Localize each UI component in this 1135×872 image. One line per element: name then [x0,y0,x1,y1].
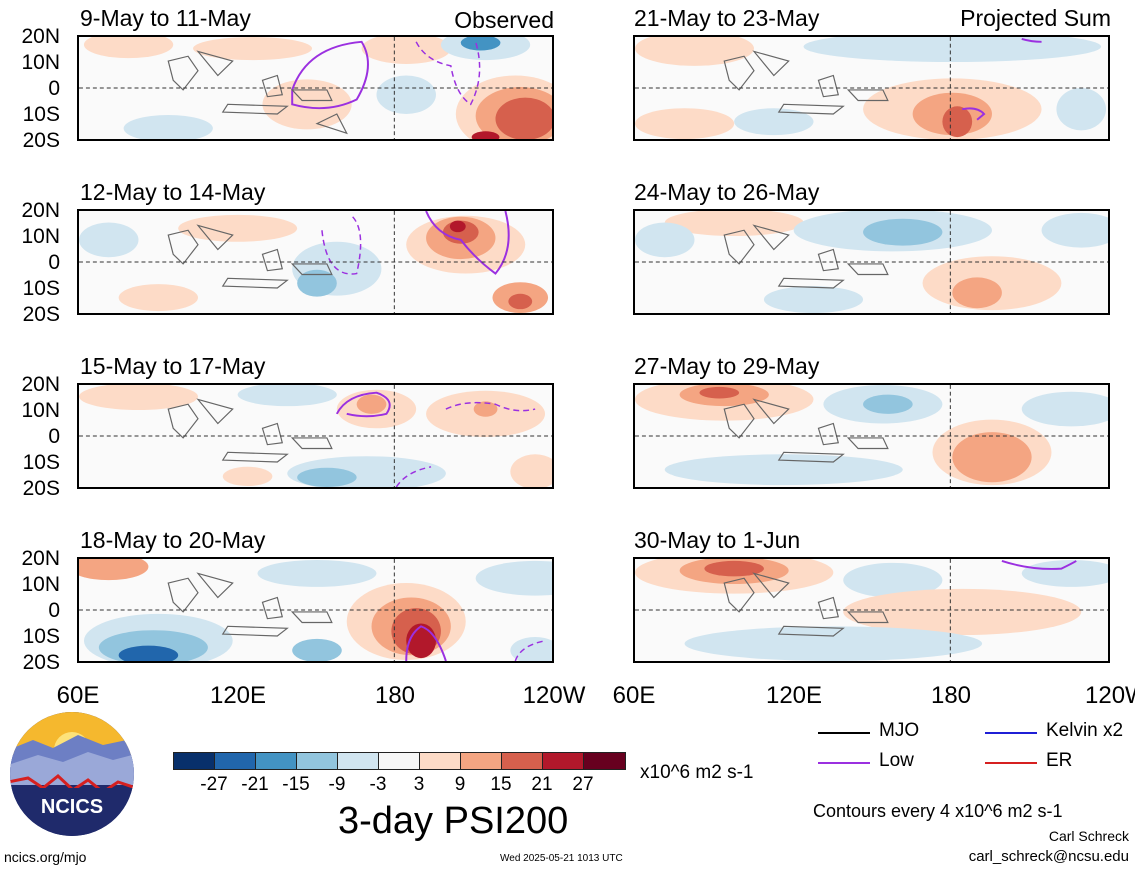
lon-label: 180 [930,682,972,709]
colorbar-cell [501,752,543,770]
map-panel-30-may [633,557,1110,663]
panel-title-3: 15-May to 17-May [80,353,266,379]
lat-label: 20N [21,547,60,570]
lon-label: 180 [374,682,416,709]
panel-title-1: 9-May to 11-May [80,5,251,31]
map-panel-15-may [77,383,554,489]
lat-label: 10N [21,573,60,596]
panel-corner-projected: Projected Sum [960,5,1111,31]
lat-label: 10S [22,277,60,300]
contour-note: Contours every 4 x10^6 m2 s-1 [813,801,1063,821]
lat-label: 20N [21,199,60,222]
colorbar-tick-label: 27 [572,774,594,795]
legend-label-kelvin: Kelvin x2 [1046,720,1124,741]
colorbar-tick-label: 15 [490,774,512,795]
colorbar-cell [542,752,584,770]
panel-corner-observed: Observed [454,7,554,33]
colorbar-cell [255,752,297,770]
map-panel-9-may [77,35,554,141]
colorbar-cell [296,752,338,770]
colorbar-cell [460,752,502,770]
legend-swatch-low [818,762,870,764]
lat-label: 10N [21,225,60,248]
colorbar-tick-label: -9 [328,774,346,795]
map-panel-12-may [77,209,554,315]
colorbar-cell [337,752,379,770]
author-email: carl_schreck@ncsu.edu [968,848,1129,865]
author-name: Carl Schreck [1048,828,1129,844]
lat-label: 0 [48,599,60,622]
lat-label: 20S [22,651,60,674]
lat-label: 10N [21,399,60,422]
timestamp: Wed 2025-05-21 1013 UTC [500,853,623,864]
lat-label: 20N [21,25,60,48]
lon-label: 120W [522,682,586,709]
lat-label: 10S [22,625,60,648]
lat-label: 10N [21,51,60,74]
lon-label: 120E [765,682,823,709]
map-panel-18-may [77,557,554,663]
colorbar-tick-label: 9 [454,774,466,795]
lon-label: 120W [1085,682,1135,709]
colorbar-tick-label: -3 [369,774,387,795]
lon-label: 60E [612,682,656,709]
colorbar-tick-label: 21 [531,774,553,795]
colorbar-cell [419,752,461,770]
colorbar-tick-label: -27 [200,774,228,795]
legend-label-low: Low [879,750,914,771]
lat-label: 0 [48,251,60,274]
legend-label-er: ER [1046,750,1073,771]
logo-text: NCICS [41,796,103,818]
website-url: ncics.org/mjo [4,849,87,865]
panel-title-4: 18-May to 20-May [80,527,266,553]
panel-title-2: 12-May to 14-May [80,179,266,205]
main-title: 3-day PSI200 [338,800,569,842]
lat-label: 10S [22,103,60,126]
colorbar-cell [583,752,626,770]
map-panel-24-may [633,209,1110,315]
colorbar [173,752,626,772]
ncics-logo: NCICS [8,710,136,838]
legend-swatch-er [985,762,1037,764]
colorbar-cell [214,752,256,770]
lat-label: 0 [48,77,60,100]
colorbar-tick-label: -21 [241,774,269,795]
lon-label: 60E [56,682,100,709]
lat-label: 0 [48,425,60,448]
legend-swatch-mjo [818,732,870,734]
colorbar-cell [378,752,420,770]
panel-title-6: 24-May to 26-May [634,179,820,205]
legend-label-mjo: MJO [879,720,920,741]
lon-label: 120E [209,682,267,709]
lat-label: 20S [22,303,60,326]
lat-label: 20S [22,477,60,500]
colorbar-cell [173,752,215,770]
colorbar-tick-label: 3 [413,774,425,795]
panel-title-5: 21-May to 23-May [634,5,820,31]
lat-label: 20S [22,129,60,152]
map-panel-21-may [633,35,1110,141]
map-panel-27-may [633,383,1110,489]
lat-label: 10S [22,451,60,474]
panel-title-7: 27-May to 29-May [634,353,820,379]
lat-label: 20N [21,373,60,396]
panel-title-8: 30-May to 1-Jun [634,527,801,553]
colorbar-units: x10^6 m2 s-1 [640,762,754,783]
colorbar-tick-label: -15 [282,774,310,795]
legend-swatch-kelvin [985,732,1037,734]
